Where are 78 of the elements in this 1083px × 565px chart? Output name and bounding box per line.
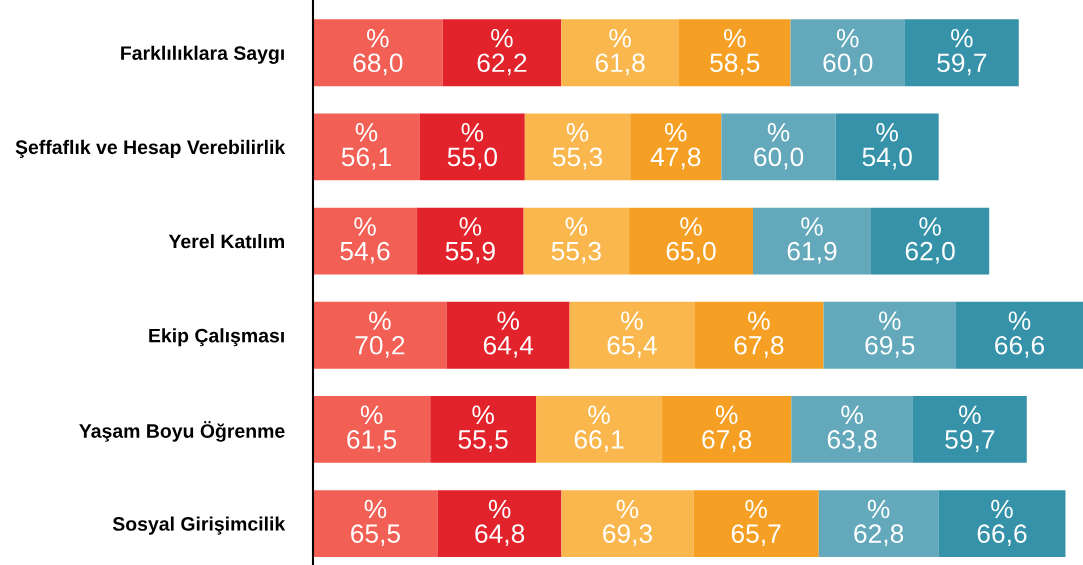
data-label: % 63,8 [827,405,877,452]
bar [790,19,905,87]
data-label: % 47,8 [650,123,701,170]
bar [312,490,438,557]
bar [791,395,913,463]
bar [956,301,1083,369]
y-tick-label: Sosyal Girişimcilik [112,516,286,535]
bar [693,490,819,557]
bar [561,19,680,87]
bar [835,113,939,181]
bar [417,207,524,275]
data-label: % 60,0 [823,28,873,76]
y-tick-label: Farklılıklara Saygı [121,45,284,64]
bar [419,113,525,181]
data-label: % 59,7 [937,28,987,76]
data-label: % 66,1 [574,405,624,452]
data-label: % 69,3 [603,499,652,547]
bar [442,19,562,87]
bar [312,113,420,181]
bar [752,207,871,275]
data-label: % 58,5 [710,28,760,76]
bar [312,301,447,369]
data-label: % 65,5 [351,499,400,547]
data-label: % 62,0 [905,217,955,264]
bar [721,113,836,181]
data-label: % 62,8 [854,499,904,547]
data-label: % 67,8 [702,405,752,452]
data-label: % 70,2 [355,311,405,358]
bar [630,113,722,181]
data-label: % 64,4 [483,311,534,358]
bar [679,19,791,87]
bar [446,301,570,369]
data-label: % 66,6 [977,499,1027,547]
bar [312,19,443,87]
y-tick-label: Yerel Katılım [168,234,285,249]
bar [694,301,824,369]
y-tick-label: Yaşam Boyu Öğrenme [79,421,285,442]
data-label: % 59,7 [945,405,995,452]
data-label: % 55,0 [447,123,498,170]
data-label: % 56,1 [341,123,391,170]
bar [430,395,537,463]
data-label: % 55,9 [445,217,495,264]
bar [912,395,1027,463]
data-label: % 65,7 [731,499,781,547]
bar [536,395,663,463]
data-label: % 55,3 [552,123,603,170]
bar [437,490,562,557]
bar [524,113,631,181]
data-label: % 68,0 [353,28,403,76]
bar [938,490,1066,557]
bar [312,395,431,463]
data-label: % 67,8 [734,311,784,358]
bar [823,301,957,369]
bar [523,207,630,275]
bar [818,490,939,557]
data-label: % 62,2 [477,28,527,76]
data-label: % 54,6 [340,217,390,264]
bar [904,19,1019,87]
data-label: % 61,5 [347,405,397,452]
data-label: % 61,8 [595,28,645,76]
data-label: % 64,8 [475,499,525,547]
data-label: % 55,5 [458,405,508,452]
y-tick-label: Şeffaflık ve Hesap Verebilirlik [15,139,286,158]
data-label: % 54,0 [862,123,912,170]
data-label: % 69,5 [865,311,915,358]
y-tick-label: Ekip Çalışması [149,328,284,347]
data-label: % 55,3 [551,217,601,264]
data-label: % 60,0 [754,123,804,170]
bar [312,207,418,275]
data-label: % 65,0 [666,217,716,264]
data-label: % 65,4 [607,311,657,358]
bar [629,207,753,275]
bar [871,207,990,275]
data-label: % 66,6 [995,311,1045,358]
bar [569,301,695,369]
data-label: % 61,9 [787,217,837,264]
bar [561,490,694,557]
bar [662,395,792,463]
